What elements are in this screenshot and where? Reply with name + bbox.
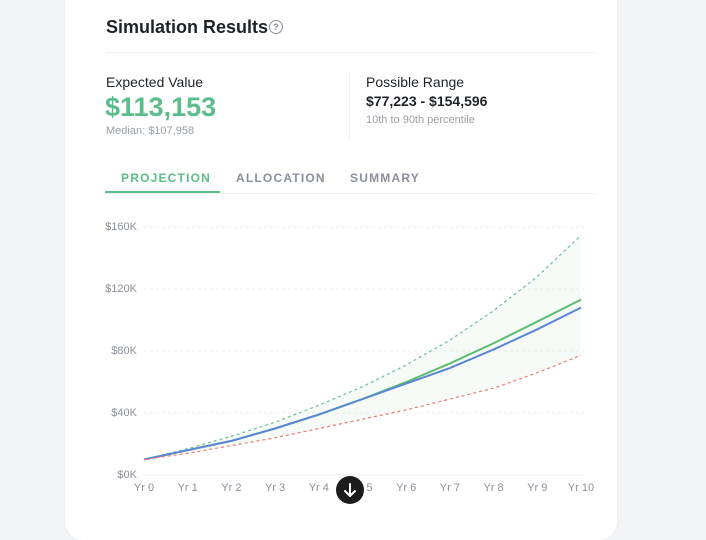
x-tick-label: Yr 9 (527, 482, 547, 494)
range-band (144, 235, 581, 460)
tab[interactable]: ALLOCATION (236, 171, 326, 185)
x-tick-label: Yr 1 (178, 482, 198, 494)
range-label: Possible Range (366, 74, 465, 90)
y-tick-label: $0K (117, 469, 137, 481)
y-tick-label: $80K (111, 345, 137, 357)
x-tick-label: Yr 10 (568, 482, 594, 494)
series-line (143, 354, 582, 461)
range-value: $77,223 - $154,596 (366, 93, 488, 109)
divider (106, 52, 596, 53)
card-title: Simulation Results (106, 17, 269, 37)
y-tick-label: $160K (105, 221, 137, 233)
results-card: Simulation Results ? Expected Value $113… (65, 0, 617, 540)
arrow-icon (344, 483, 356, 497)
series-line (143, 306, 582, 461)
x-tick-label: Yr 8 (484, 482, 504, 494)
expected-label: Expected Value (106, 74, 204, 90)
series-line (143, 234, 582, 461)
tab[interactable]: PROJECTION (121, 171, 212, 185)
tab-underline (105, 191, 220, 193)
help-icon[interactable]: ? (269, 20, 283, 34)
range-note: 10th to 90th percentile (366, 114, 475, 126)
tab[interactable]: SUMMARY (350, 171, 420, 185)
chart: $0K $40K $80K $120K $160K Yr 0 Yr 1 Yr 2 Yr 3 Yr … (105, 221, 594, 494)
expected-value: $113,153 (105, 92, 217, 122)
x-tick-label: Yr 2 (221, 482, 241, 494)
median: Median: $107,958 (106, 125, 195, 137)
scroll-down-button[interactable] (336, 476, 364, 504)
x-tick-label: Yr 0 (134, 482, 154, 494)
x-tick-label: Yr 3 (265, 482, 285, 494)
x-tick-label: Yr 6 (396, 482, 416, 494)
stat-divider (349, 72, 350, 140)
y-tick-label: $120K (105, 283, 137, 295)
divider (106, 193, 596, 194)
y-tick-label: $40K (111, 407, 137, 419)
x-tick-label: Yr 7 (440, 482, 460, 494)
x-tick-label: Yr 4 (309, 482, 329, 494)
page: {"header": {"title": "Simulation Results… (65, 0, 617, 540)
